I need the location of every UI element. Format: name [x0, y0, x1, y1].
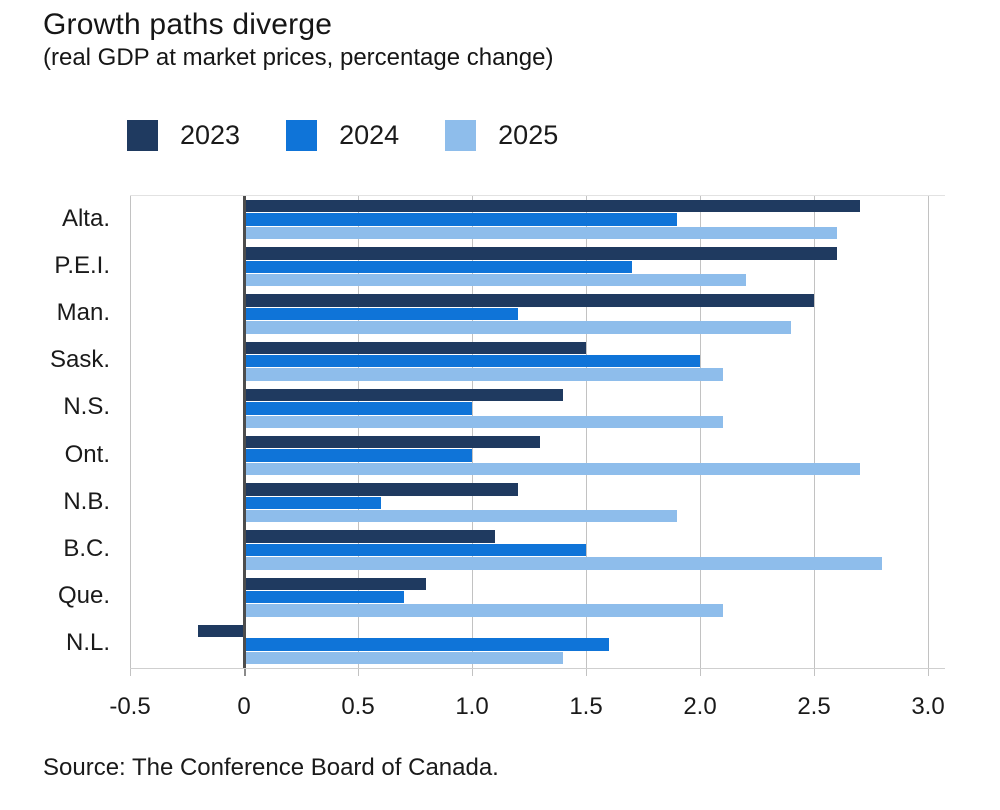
legend-label-2025: 2025	[498, 120, 559, 150]
legend-swatch-2024	[286, 120, 318, 151]
bar-2023-pei	[244, 247, 837, 260]
bar-2024-ont	[244, 449, 472, 462]
axis-tick--0.5	[130, 669, 131, 676]
chart-subtitle: (real GDP at market prices, percentage c…	[43, 44, 554, 71]
bar-2023-bc	[244, 530, 495, 543]
bar-2023-sask	[244, 341, 586, 354]
plot-area: -0.5 0 0.5 1.0 1.5 2.0 2.5 3.0	[109, 195, 945, 720]
legend-item-2023: 2023	[127, 120, 240, 151]
bar-2024-pei	[244, 260, 632, 273]
bar-group-que	[130, 574, 945, 621]
legend-swatch-2025	[445, 120, 477, 151]
bar-2023-ont	[244, 436, 541, 449]
bar-2023-nb	[244, 483, 518, 496]
x-tick-label-1.0: 1.0	[455, 693, 489, 720]
bar-group-ont	[130, 432, 945, 479]
bar-2025-bc	[244, 557, 883, 570]
bar-group-alta	[130, 196, 945, 243]
bar-2024-nl	[244, 638, 609, 651]
category-label-ont: Ont.	[64, 440, 110, 468]
bar-2024-sask	[244, 354, 700, 368]
axis-tick-0.5	[358, 669, 359, 676]
category-label-nb: N.B.	[63, 487, 110, 515]
bar-group-bc	[130, 526, 945, 573]
bar-2023-nl	[198, 624, 244, 638]
bar-group-sask	[130, 338, 945, 385]
legend-label-2024: 2024	[339, 120, 400, 150]
axis-tick-2.0	[700, 669, 701, 676]
bar-2025-nb	[244, 509, 678, 523]
axis-tick-1.5	[586, 669, 587, 676]
bar-group-man	[130, 290, 945, 337]
category-label-bc: B.C.	[63, 534, 110, 562]
chart-title: Growth paths diverge	[43, 8, 333, 41]
x-tick-label-3.0: 3.0	[911, 693, 945, 720]
bar-2025-sask	[244, 368, 723, 381]
source-note: Source: The Conference Board of Canada.	[43, 754, 499, 781]
zero-axis-line	[243, 196, 246, 668]
bar-2023-man	[244, 294, 814, 307]
legend-label-2023: 2023	[180, 120, 241, 150]
bar-2025-alta	[244, 226, 837, 240]
category-label-sask: Sask.	[49, 346, 110, 374]
gridline-x-3.0	[928, 196, 929, 668]
legend-item-2025: 2025	[445, 120, 558, 151]
bar-group-nl	[130, 621, 945, 668]
bar-2024-alta	[244, 213, 678, 226]
bar-2025-ns	[244, 415, 723, 428]
category-label-ns: N.S.	[63, 393, 110, 421]
x-tick-label-2.0: 2.0	[683, 693, 717, 720]
x-tick-label--0.5: -0.5	[109, 693, 151, 720]
gridline-x-1.5	[586, 196, 587, 668]
bar-2023-alta	[244, 200, 860, 213]
bar-2024-bc	[244, 543, 586, 557]
gridline-x--0.5	[130, 196, 131, 668]
bar-2024-ns	[244, 402, 472, 415]
gridline-x-0.5	[358, 196, 359, 668]
y-axis-category-labels: Alta. P.E.I. Man. Sask. N.S. Ont. N.B. B.C. Que.…	[0, 195, 110, 667]
category-label-nl: N.L.	[65, 629, 110, 657]
axis-tick-3.0	[928, 669, 929, 676]
bar-2024-que	[244, 590, 404, 604]
category-label-alta: Alta.	[61, 204, 110, 232]
gridline-x-1.0	[472, 196, 473, 668]
gridline-x-2.0	[700, 196, 701, 668]
axis-tick-2.5	[814, 669, 815, 676]
category-label-man: Man.	[56, 298, 110, 326]
axis-tick-0	[244, 669, 246, 676]
bar-2025-que	[244, 604, 723, 617]
category-label-pei: P.E.I.	[54, 251, 110, 279]
legend-item-2024: 2024	[286, 120, 399, 151]
bar-2025-ont	[244, 462, 860, 476]
bar-group-ns	[130, 385, 945, 432]
bar-2025-pei	[244, 273, 746, 287]
bar-2024-nb	[244, 496, 381, 509]
axis-tick-1.0	[472, 669, 473, 676]
bar-group-pei	[130, 243, 945, 290]
bar-2024-man	[244, 307, 518, 321]
gridline-x-2.5	[814, 196, 815, 668]
x-tick-label-0.5: 0.5	[341, 693, 375, 720]
bar-2025-man	[244, 321, 792, 334]
x-tick-label-0: 0	[237, 693, 251, 720]
bar-2025-nl	[244, 651, 564, 664]
bar-2023-ns	[244, 388, 564, 402]
x-tick-label-1.5: 1.5	[569, 693, 603, 720]
category-label-que: Que.	[57, 582, 110, 610]
bar-group-nb	[130, 479, 945, 526]
x-tick-label-2.5: 2.5	[797, 693, 831, 720]
legend-swatch-2023	[127, 120, 158, 151]
bar-2023-que	[244, 577, 427, 590]
chart-legend: 2023 2024 2025	[127, 120, 558, 151]
